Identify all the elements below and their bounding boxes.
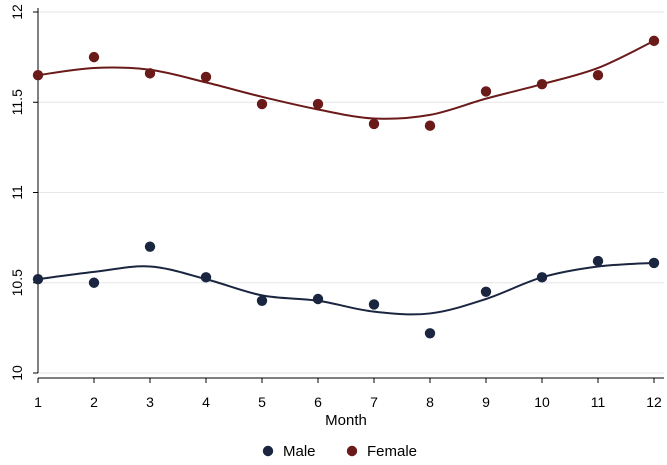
male-point-5 (256, 295, 268, 306)
legend-marker-female (346, 445, 358, 457)
female-point-8 (424, 120, 436, 131)
gridlines (38, 11, 664, 374)
female-point-2 (88, 51, 100, 63)
x-tick-label-6: 7 (370, 394, 378, 410)
legend-item-female: Female (346, 443, 417, 460)
male-point-7 (368, 299, 380, 310)
female-point-4 (200, 71, 212, 83)
male-point-11 (592, 255, 604, 267)
x-tick-label-3: 4 (202, 394, 210, 410)
x-tick-label-1: 2 (90, 394, 98, 410)
female-point-12 (648, 35, 660, 47)
x-tick-label-5: 6 (314, 394, 322, 410)
x-tick-label-2: 3 (146, 394, 154, 410)
y-tick-label-3: 11.5 (9, 89, 25, 115)
male-point-9 (480, 286, 492, 297)
female-point-7 (368, 118, 380, 130)
x-axis-ticks: 1 2 3 4 5 6 7 8 9 10 11 12 (34, 378, 662, 410)
female-point-5 (256, 98, 268, 110)
female-point-3 (144, 68, 156, 79)
male-point-4 (200, 272, 212, 283)
series-female (32, 35, 660, 131)
y-tick-label-2: 11 (9, 185, 25, 200)
x-tick-label-0: 1 (34, 394, 42, 410)
female-point-1 (32, 69, 44, 81)
legend-label-female: Female (367, 443, 417, 460)
female-point-6 (312, 98, 324, 110)
x-tick-label-9: 10 (534, 394, 550, 410)
female-point-11 (592, 69, 604, 81)
x-tick-label-8: 9 (482, 394, 490, 410)
x-axis-title: Month (325, 412, 367, 429)
male-point-1 (32, 273, 44, 285)
male-point-10 (536, 272, 548, 283)
y-tick-label-0: 10 (9, 365, 25, 381)
male-point-6 (312, 293, 324, 305)
x-tick-label-11: 12 (646, 394, 662, 410)
x-tick-label-4: 5 (258, 394, 266, 410)
axes (37, 8, 664, 379)
x-tick-label-10: 11 (591, 394, 606, 410)
series-layer (32, 35, 660, 339)
legend-marker-male (262, 445, 274, 457)
male-point-2 (88, 277, 100, 288)
legend-label-male: Male (283, 443, 316, 460)
male-point-12 (648, 257, 660, 269)
male-point-8 (424, 328, 436, 339)
series-male (32, 241, 660, 339)
female-point-10 (536, 79, 548, 90)
x-tick-label-7: 8 (426, 394, 434, 410)
male-point-3 (144, 241, 156, 252)
y-axis-ticks: 10 10.5 11 11.5 12 (9, 4, 38, 381)
legend-item-male: Male (262, 443, 316, 460)
y-tick-label-1: 10.5 (9, 269, 25, 296)
y-tick-label-4: 12 (9, 4, 25, 20)
female-point-9 (480, 86, 492, 97)
legend: Male Female (262, 443, 417, 460)
